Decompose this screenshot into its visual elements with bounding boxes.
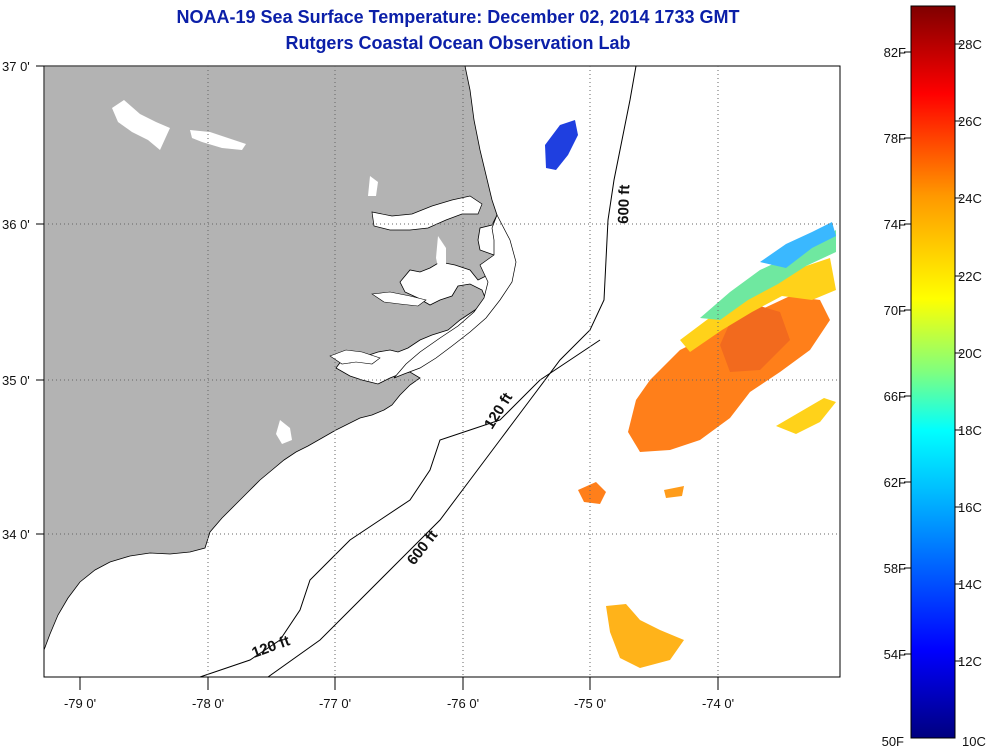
lon-label-77: -77 0' (319, 696, 351, 711)
colorbar-f-50: 50F (882, 734, 904, 749)
colorbar-c-10: 10C (962, 734, 986, 749)
colorbar (910, 5, 956, 739)
axis-ticks (36, 65, 719, 690)
contour-600ft-line (267, 66, 637, 677)
sst-patch-yellow (680, 258, 836, 352)
lon-label-75: -75 0' (574, 696, 606, 711)
colorbar-f-82: 82F (884, 45, 906, 60)
colorbar-ticks (904, 43, 962, 662)
colorbar-f-62: 62F (884, 475, 906, 490)
sst-patch-east (776, 398, 836, 434)
inland-lake-1 (112, 100, 170, 150)
lon-label-78: -78 0' (192, 696, 224, 711)
neuse-river (329, 349, 381, 365)
colorbar-c-24: 24C (958, 191, 982, 206)
colorbar-c-26: 26C (958, 114, 982, 129)
colorbar-c-14: 14C (958, 577, 982, 592)
colorbar-c-18: 18C (958, 423, 982, 438)
sst-patch-cold (545, 120, 578, 170)
colorbar-f-66: 66F (884, 389, 906, 404)
pamlico-river (371, 291, 427, 307)
map-subtitle: Rutgers Coastal Ocean Observation Lab (285, 33, 631, 53)
albemarle-sound (371, 195, 483, 231)
inland-lake-2 (190, 130, 246, 150)
pamlico-sound (393, 214, 517, 379)
sst-patches (545, 120, 836, 668)
colorbar-f-74: 74F (884, 217, 906, 232)
inland-lake-3 (276, 420, 292, 444)
lon-label-76: -76 0' (447, 696, 479, 711)
colorbar-f-58: 58F (884, 561, 906, 576)
lat-label-36: 36 0' (2, 217, 30, 232)
colorbar-c-28: 28C (958, 37, 982, 52)
sst-patch-small-1 (578, 482, 606, 504)
lat-label-35: 35 0' (2, 373, 30, 388)
contour-120ft-line (199, 339, 601, 677)
sst-patch-south (606, 604, 684, 668)
graticule (44, 66, 840, 677)
map-title: NOAA-19 Sea Surface Temperature: Decembe… (176, 7, 740, 27)
lon-label-74: -74 0' (702, 696, 734, 711)
inland-lake-5 (368, 176, 378, 196)
colorbar-c-12: 12C (958, 654, 982, 669)
lat-label-37: 37 0' (2, 59, 30, 74)
colorbar-f-78: 78F (884, 131, 906, 146)
colorbar-f-54: 54F (884, 647, 906, 662)
sst-patch-blue (760, 222, 836, 268)
lon-label-79: -79 0' (64, 696, 96, 711)
inland-lake-4 (436, 236, 446, 276)
colorbar-f-70: 70F (884, 303, 906, 318)
contour-label-600-north: 600 ft (615, 184, 633, 224)
sst-patch-small-2 (664, 486, 684, 498)
colorbar-c-20: 20C (958, 346, 982, 361)
colorbar-c-22: 22C (958, 269, 982, 284)
colorbar-c-16: 16C (958, 500, 982, 515)
lat-label-34: 34 0' (2, 527, 30, 542)
